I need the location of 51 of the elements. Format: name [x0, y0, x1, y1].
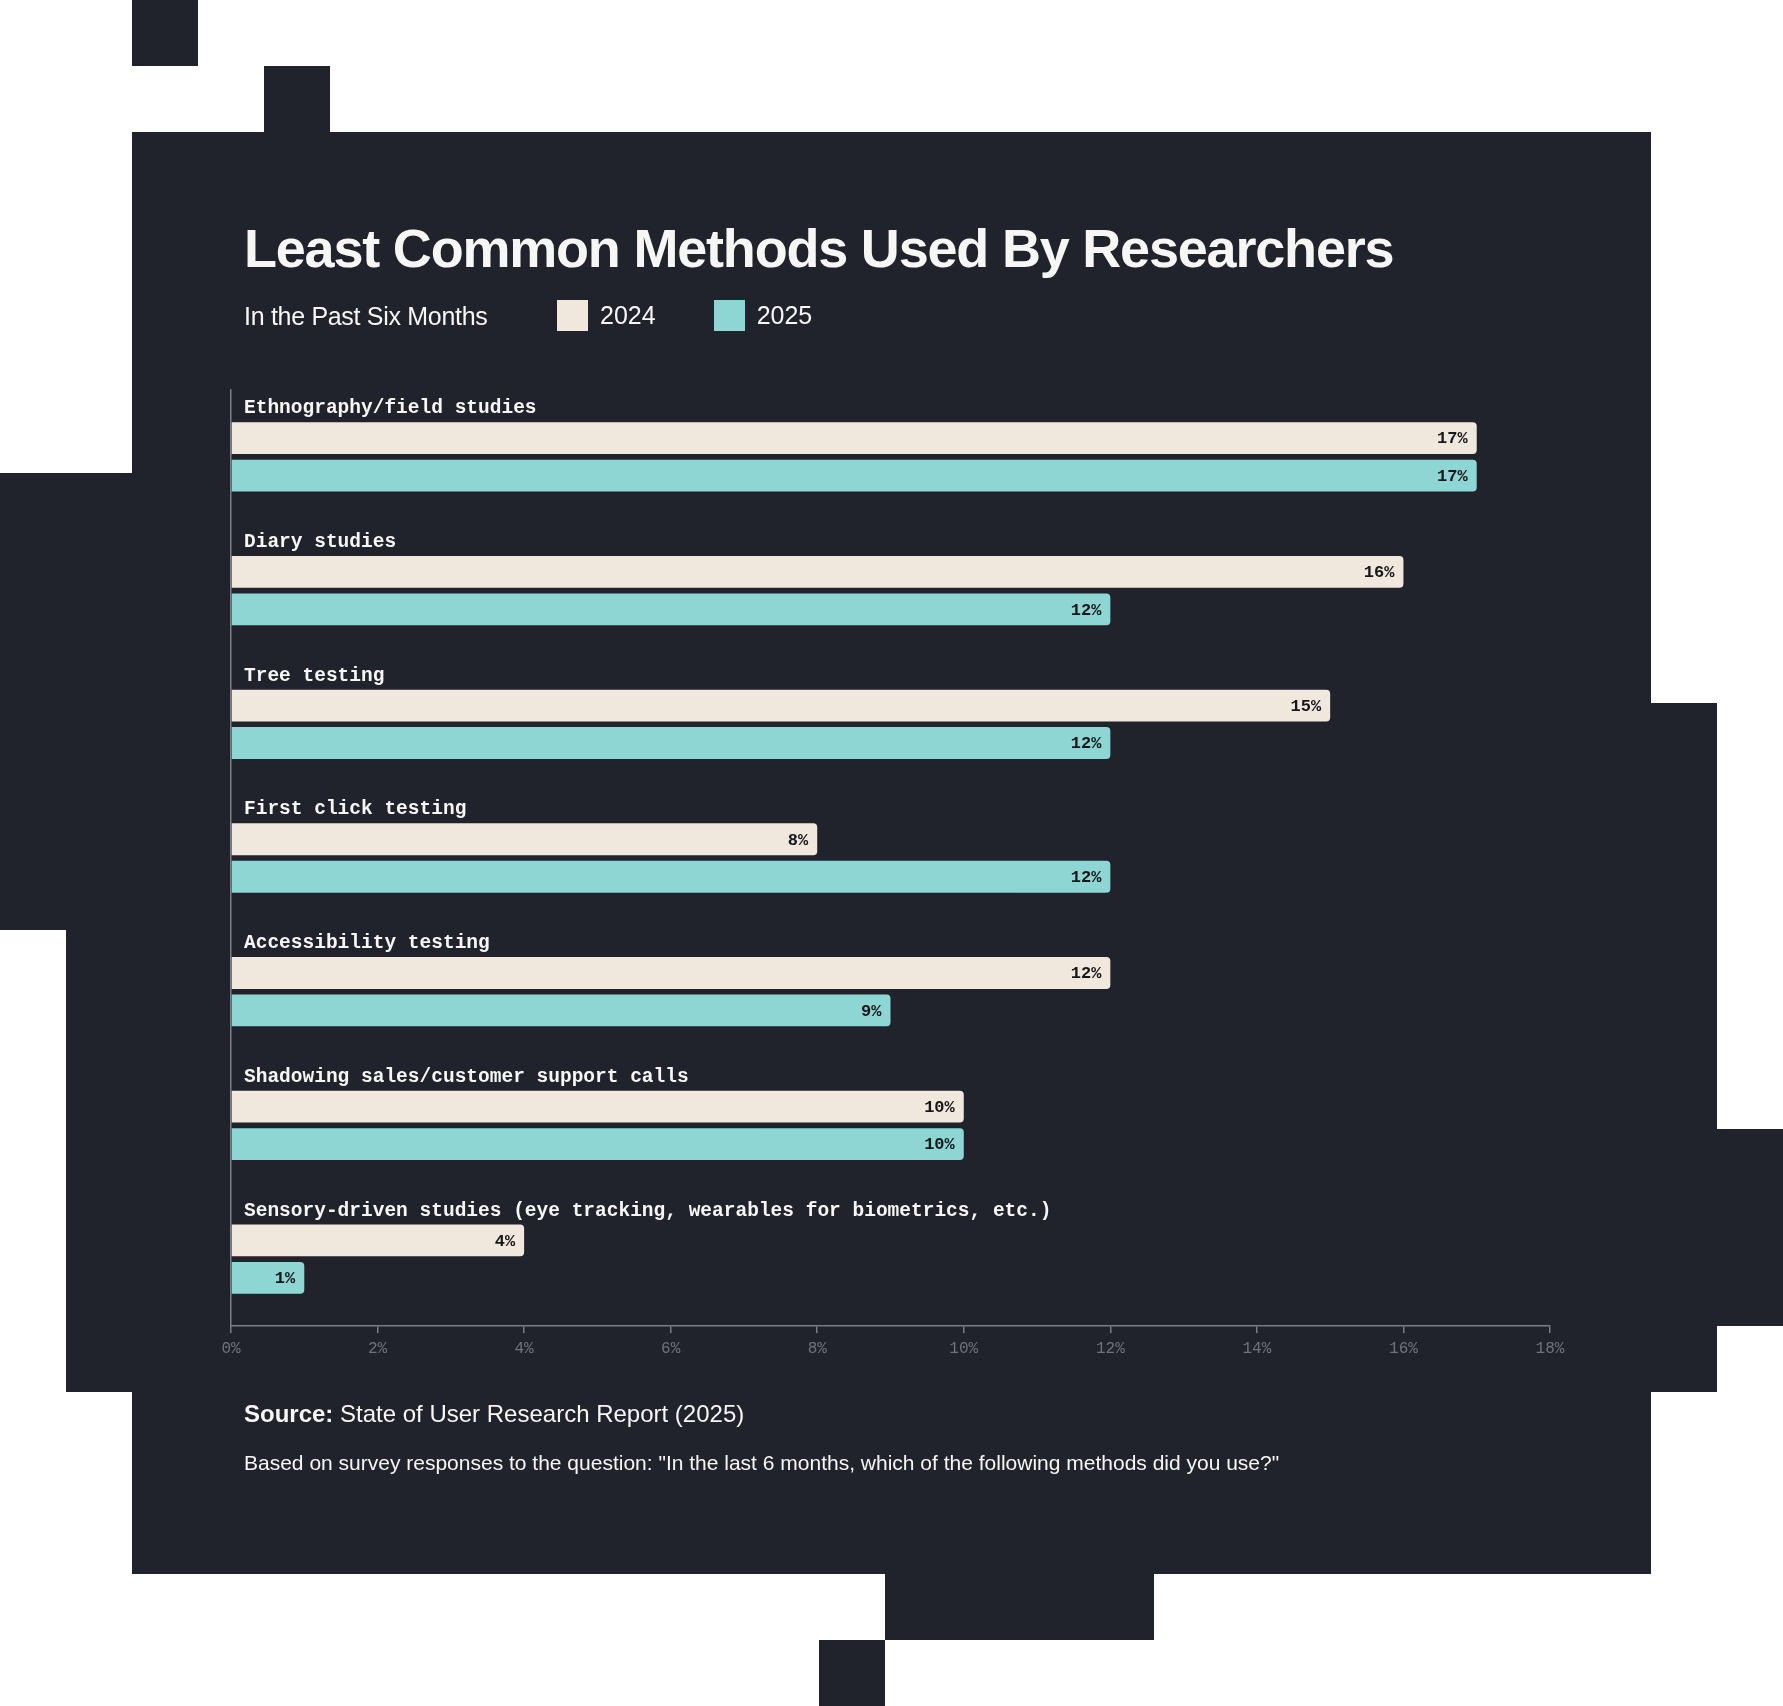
data-label: 8% [787, 830, 810, 850]
bar [231, 823, 818, 856]
x-tick-label: 10% [949, 1339, 979, 1358]
bar [231, 689, 1331, 722]
legend-label: 2024 [600, 301, 656, 329]
data-label: 12% [1070, 600, 1103, 620]
bar [231, 555, 1404, 588]
x-tick-label: 0% [221, 1339, 241, 1358]
bar [231, 1224, 525, 1257]
data-label: 1% [274, 1269, 297, 1289]
x-tick-label: 6% [661, 1339, 681, 1358]
legend-label: 2025 [756, 301, 813, 329]
data-label: 17% [1437, 429, 1469, 449]
text: Based on survey responses to the question: "In the last 6 months, which of the following methods did you use?" [244, 1451, 1280, 1474]
y-tick-label: Sensory-driven studies (eye tracking, wearables for biometrics, etc.) [244, 1199, 1052, 1222]
bar [231, 1090, 964, 1123]
y-tick-label: First click testing [244, 798, 467, 821]
bar [231, 422, 1477, 455]
bar [231, 1128, 964, 1161]
data-label: 17% [1437, 466, 1469, 486]
source-note: Source: State of User Research Report (2025) [244, 1400, 745, 1427]
y-tick-label: Ethnography/field studies [244, 397, 537, 420]
x-tick-label: 18% [1535, 1339, 1565, 1358]
x-tick-label: 8% [807, 1339, 828, 1358]
data-label: 10% [924, 1135, 956, 1155]
data-label: 12% [1070, 964, 1103, 984]
chart-title: Least Common Methods Used By Researchers [244, 218, 1394, 278]
x-tick-label: 4% [514, 1339, 535, 1358]
y-tick-label: Accessibility testing [244, 932, 490, 955]
bar [231, 994, 891, 1027]
y-tick-label: Shadowing sales/customer support calls [244, 1065, 689, 1088]
bar [231, 593, 1111, 626]
data-label: 9% [861, 1001, 883, 1021]
x-tick-label: 16% [1389, 1339, 1419, 1358]
data-label: 4% [494, 1231, 516, 1251]
data-label: 15% [1290, 696, 1322, 716]
bar [231, 860, 1111, 893]
x-tick-label: 2% [367, 1339, 388, 1358]
data-label: 12% [1070, 734, 1103, 754]
bar [231, 459, 1477, 492]
x-tick-label: 14% [1242, 1339, 1272, 1358]
data-label: 12% [1070, 868, 1103, 887]
bar [231, 727, 1111, 759]
y-tick-label: Diary studies [244, 530, 397, 553]
chart-subtitle: In the Past Six Months [244, 302, 488, 330]
bar [231, 1261, 305, 1294]
y-tick-label: Tree testing [244, 664, 385, 687]
x-tick-label: 12% [1095, 1339, 1126, 1358]
data-label: 10% [924, 1097, 956, 1117]
data-label: 16% [1363, 563, 1396, 583]
bar [231, 957, 1111, 989]
